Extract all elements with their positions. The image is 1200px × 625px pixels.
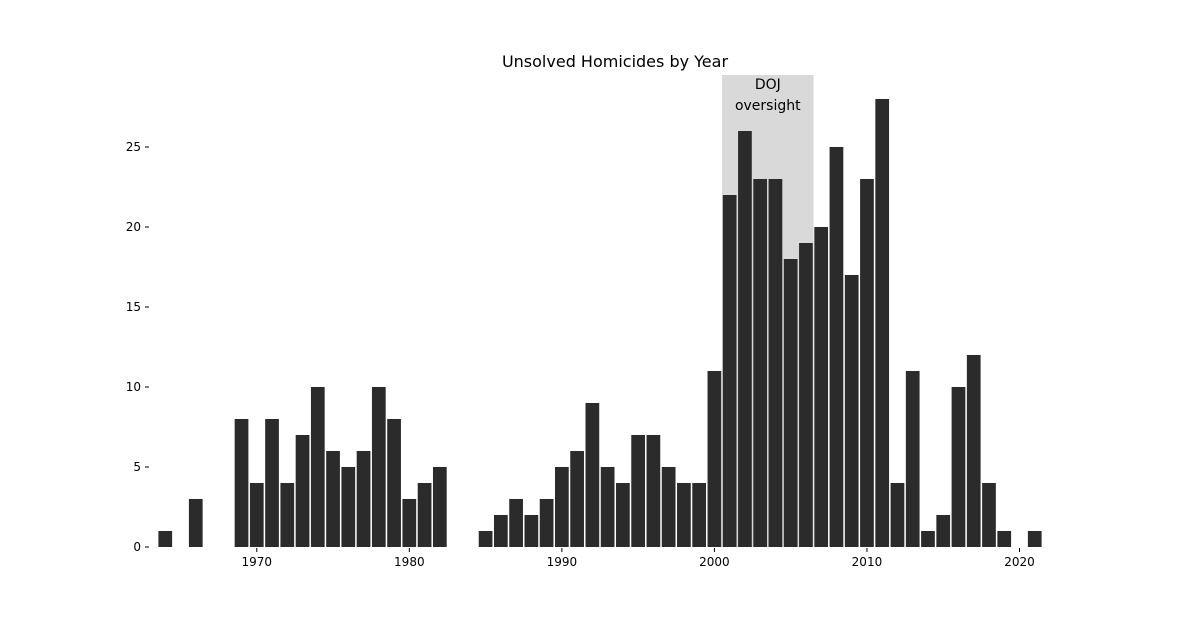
bar-2011 xyxy=(875,99,890,547)
bar-1976 xyxy=(341,467,356,547)
bar-2018 xyxy=(982,483,996,547)
y-tick-label: 15 xyxy=(126,300,141,314)
bar-1964 xyxy=(158,531,173,547)
bar-2000 xyxy=(707,371,722,547)
bar-1994 xyxy=(616,483,630,547)
bar-2007 xyxy=(814,227,829,547)
bar-1989 xyxy=(539,499,554,547)
bar-1999 xyxy=(692,483,707,547)
y-tick-label: 20 xyxy=(126,220,141,234)
bar-2014 xyxy=(921,531,935,547)
y-tick-label: 0 xyxy=(133,540,141,554)
y-tick-label: 5 xyxy=(133,460,141,474)
shaded-region-layer xyxy=(722,75,814,547)
bar-1971 xyxy=(265,419,279,547)
y-tick-label: 10 xyxy=(126,380,141,394)
bar-1993 xyxy=(600,467,615,547)
bar-2001 xyxy=(722,195,737,547)
bar-2006 xyxy=(799,243,813,547)
bars-layer xyxy=(158,99,1042,547)
bar-1982 xyxy=(432,467,447,547)
x-tick-label: 2010 xyxy=(852,555,883,569)
x-tick-label: 1980 xyxy=(394,555,425,569)
bar-1969 xyxy=(234,419,249,547)
bar-1995 xyxy=(631,435,645,547)
bar-2016 xyxy=(951,387,966,547)
bar-1996 xyxy=(646,435,661,547)
doj-oversight-label-line: DOJ xyxy=(755,77,781,93)
bar-2019 xyxy=(997,531,1012,547)
bar-2009 xyxy=(844,275,859,547)
bar-2005 xyxy=(783,259,798,547)
bar-1987 xyxy=(509,499,523,547)
bar-1973 xyxy=(295,435,310,547)
bar-1980 xyxy=(402,499,417,547)
bar-1985 xyxy=(478,531,493,547)
bar-2015 xyxy=(936,515,951,547)
x-tick-label: 1970 xyxy=(242,555,273,569)
bar-2004 xyxy=(768,179,783,547)
bar-1998 xyxy=(677,483,691,547)
bar-1981 xyxy=(417,483,432,547)
bar-1979 xyxy=(387,419,401,547)
doj-oversight-region xyxy=(722,75,814,547)
bar-1974 xyxy=(310,387,325,547)
bar-2002 xyxy=(738,131,752,547)
bar-2010 xyxy=(860,179,874,547)
bar-1997 xyxy=(661,467,676,547)
bar-1975 xyxy=(326,451,340,547)
x-tick-label: 2000 xyxy=(699,555,730,569)
bar-1990 xyxy=(555,467,569,547)
bar-2017 xyxy=(966,355,981,547)
bar-1977 xyxy=(356,451,371,547)
bar-1978 xyxy=(371,387,386,547)
y-axis: 0 5 10 15 20 25 xyxy=(126,140,149,554)
bar-1966 xyxy=(188,499,203,547)
y-tick-label: 25 xyxy=(126,140,141,154)
x-tick-label: 1990 xyxy=(547,555,578,569)
chart-title: Unsolved Homicides by Year xyxy=(502,52,729,71)
doj-oversight-label: DOJ oversight xyxy=(735,77,801,114)
x-tick-label: 2020 xyxy=(1004,555,1035,569)
x-axis: 1970 1980 1990 2000 2010 2020 xyxy=(242,548,1035,569)
bar-1992 xyxy=(585,403,600,547)
bar-2021 xyxy=(1027,531,1042,547)
bar-2008 xyxy=(829,147,844,547)
doj-oversight-label-line: oversight xyxy=(735,98,801,114)
bar-1991 xyxy=(570,451,584,547)
bar-2013 xyxy=(905,371,920,547)
bar-1986 xyxy=(493,515,508,547)
bar-1970 xyxy=(249,483,264,547)
bar-1972 xyxy=(280,483,295,547)
bar-2003 xyxy=(753,179,768,547)
bar-2012 xyxy=(890,483,905,547)
bar-1988 xyxy=(524,515,539,547)
